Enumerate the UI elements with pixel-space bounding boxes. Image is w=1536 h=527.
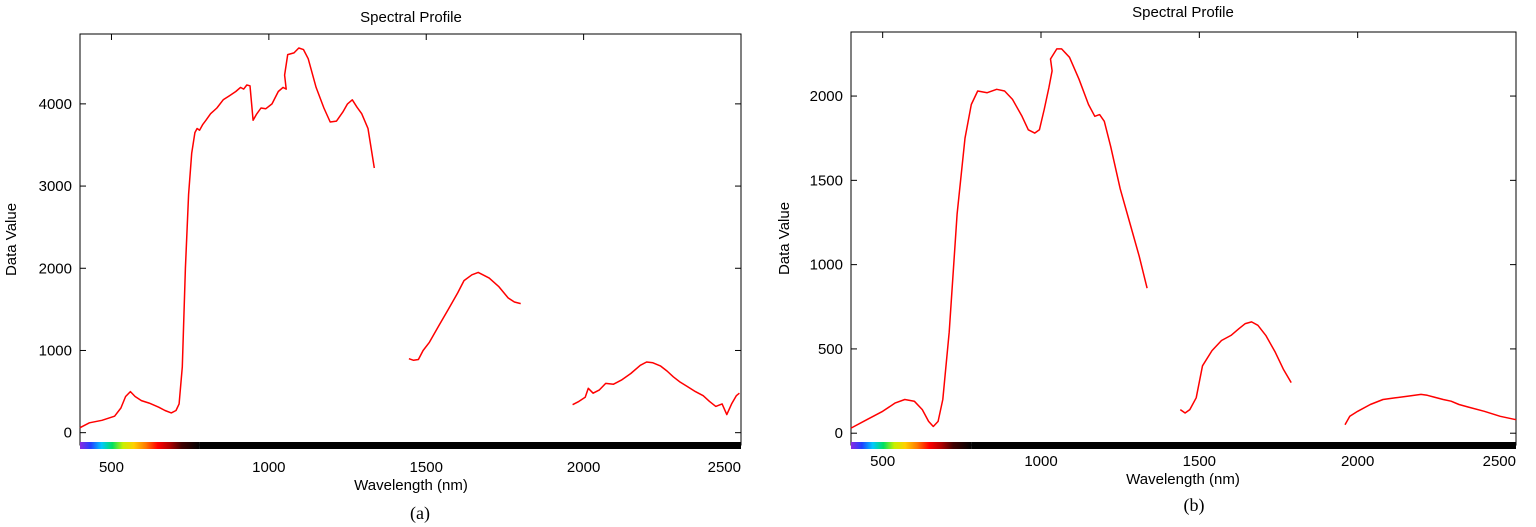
x-tick-label: 500 bbox=[99, 459, 124, 476]
spectrum-color-bar bbox=[851, 442, 972, 449]
y-tick-label: 3000 bbox=[39, 178, 72, 195]
y-tick-label: 1500 bbox=[810, 172, 843, 189]
series-line-segment bbox=[1179, 321, 1292, 414]
series-line-segment bbox=[850, 48, 1148, 429]
series-line-segment bbox=[408, 271, 521, 362]
spectrum-color-bar bbox=[80, 442, 200, 449]
x-axis-label: Wavelength (nm) bbox=[1126, 471, 1240, 488]
y-tick-label: 1000 bbox=[39, 342, 72, 359]
x-axis-bar bbox=[199, 442, 742, 449]
series-line-segment bbox=[79, 47, 376, 429]
series-line-segment bbox=[1344, 393, 1517, 426]
plot-frame bbox=[850, 31, 1517, 446]
x-tick-label: 1000 bbox=[1024, 453, 1057, 470]
x-tick-label: 2500 bbox=[708, 459, 741, 476]
x-axis-bar bbox=[971, 442, 1516, 449]
chart-title: Spectral Profile bbox=[1132, 4, 1234, 21]
y-tick-label: 4000 bbox=[39, 96, 72, 113]
y-axis-label: Data Value bbox=[3, 203, 20, 276]
x-tick-label: 2000 bbox=[567, 459, 600, 476]
y-tick-label: 1000 bbox=[810, 257, 843, 274]
plot-content: 500 1000 1500 2000 2500 0 500 1000 1500 2000 bbox=[810, 32, 1517, 470]
caption: (a) bbox=[410, 503, 430, 524]
y-tick-label: 2000 bbox=[810, 88, 843, 105]
x-tick-label: 1500 bbox=[410, 459, 443, 476]
plot-content: 500 1000 1500 2000 2500 0 1000 2000 3000 4000 bbox=[39, 34, 742, 476]
plot-frame bbox=[79, 33, 742, 446]
y-tick-label: 500 bbox=[818, 341, 843, 358]
chart-panel-b: Spectral Profile Data Value Wavelength (… bbox=[776, 4, 1517, 516]
caption: (b) bbox=[1184, 495, 1205, 516]
chart-title: Spectral Profile bbox=[360, 9, 462, 26]
x-tick-label: 2500 bbox=[1483, 453, 1516, 470]
series-line-segment bbox=[572, 361, 740, 416]
y-tick-label: 2000 bbox=[39, 260, 72, 277]
chart-panel-a: Spectral Profile Data Value Wavelength (… bbox=[3, 9, 742, 524]
y-tick-label: 0 bbox=[835, 425, 843, 442]
x-tick-label: 500 bbox=[870, 453, 895, 470]
y-tick-label: 0 bbox=[64, 425, 72, 442]
x-axis-label: Wavelength (nm) bbox=[354, 477, 468, 494]
y-axis-label: Data Value bbox=[776, 202, 793, 275]
x-tick-label: 1000 bbox=[252, 459, 285, 476]
x-tick-label: 1500 bbox=[1183, 453, 1216, 470]
x-tick-label: 2000 bbox=[1341, 453, 1374, 470]
